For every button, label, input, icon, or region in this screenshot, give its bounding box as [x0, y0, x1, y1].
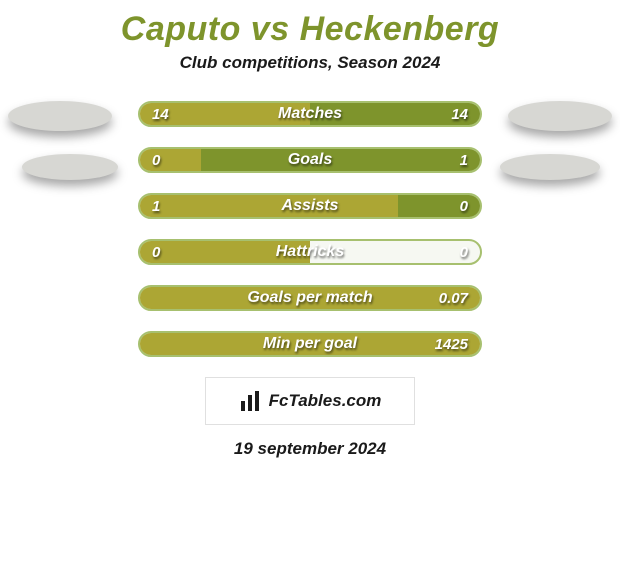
stat-value-right: 1425 [435, 333, 468, 355]
stat-row: Min per goal1425 [138, 331, 482, 357]
player-left-oval-2 [22, 154, 118, 180]
stat-value-right: 14 [451, 103, 468, 125]
page-subtitle: Club competitions, Season 2024 [0, 53, 620, 73]
player-right-oval-2 [500, 154, 600, 180]
stat-label: Goals [140, 149, 480, 171]
stat-label: Goals per match [140, 287, 480, 309]
stat-value-right: 0 [460, 195, 468, 217]
stat-value-left: 0 [152, 149, 160, 171]
page-title: Caputo vs Heckenberg [0, 0, 620, 49]
stat-value-right: 0.07 [439, 287, 468, 309]
stat-label: Assists [140, 195, 480, 217]
stat-value-left: 14 [152, 103, 169, 125]
comparison-arena: Matches1414Goals01Assists10Hattricks00Go… [0, 101, 620, 459]
stat-value-left: 0 [152, 241, 160, 263]
player-left-oval-1 [8, 101, 112, 131]
stat-label: Hattricks [140, 241, 480, 263]
stat-label: Matches [140, 103, 480, 125]
logo-text: FcTables.com [269, 391, 382, 411]
stat-row: Matches14 14 [138, 101, 482, 127]
stat-row: Hattricks0 0 [138, 239, 482, 265]
date-line: 19 september 2024 [0, 439, 620, 459]
bar-chart-icon [239, 389, 263, 413]
player-right-oval-1 [508, 101, 612, 131]
stat-value-right: 0 [460, 241, 468, 263]
fctables-logo: FcTables.com [205, 377, 415, 425]
stat-value-right: 1 [460, 149, 468, 171]
stat-row: Goals per match0.07 [138, 285, 482, 311]
stat-label: Min per goal [140, 333, 480, 355]
stat-row: Goals0 1 [138, 147, 482, 173]
stat-bars: Matches1414Goals01Assists10Hattricks00Go… [138, 101, 482, 357]
stat-value-left: 1 [152, 195, 160, 217]
stat-row: Assists1 0 [138, 193, 482, 219]
